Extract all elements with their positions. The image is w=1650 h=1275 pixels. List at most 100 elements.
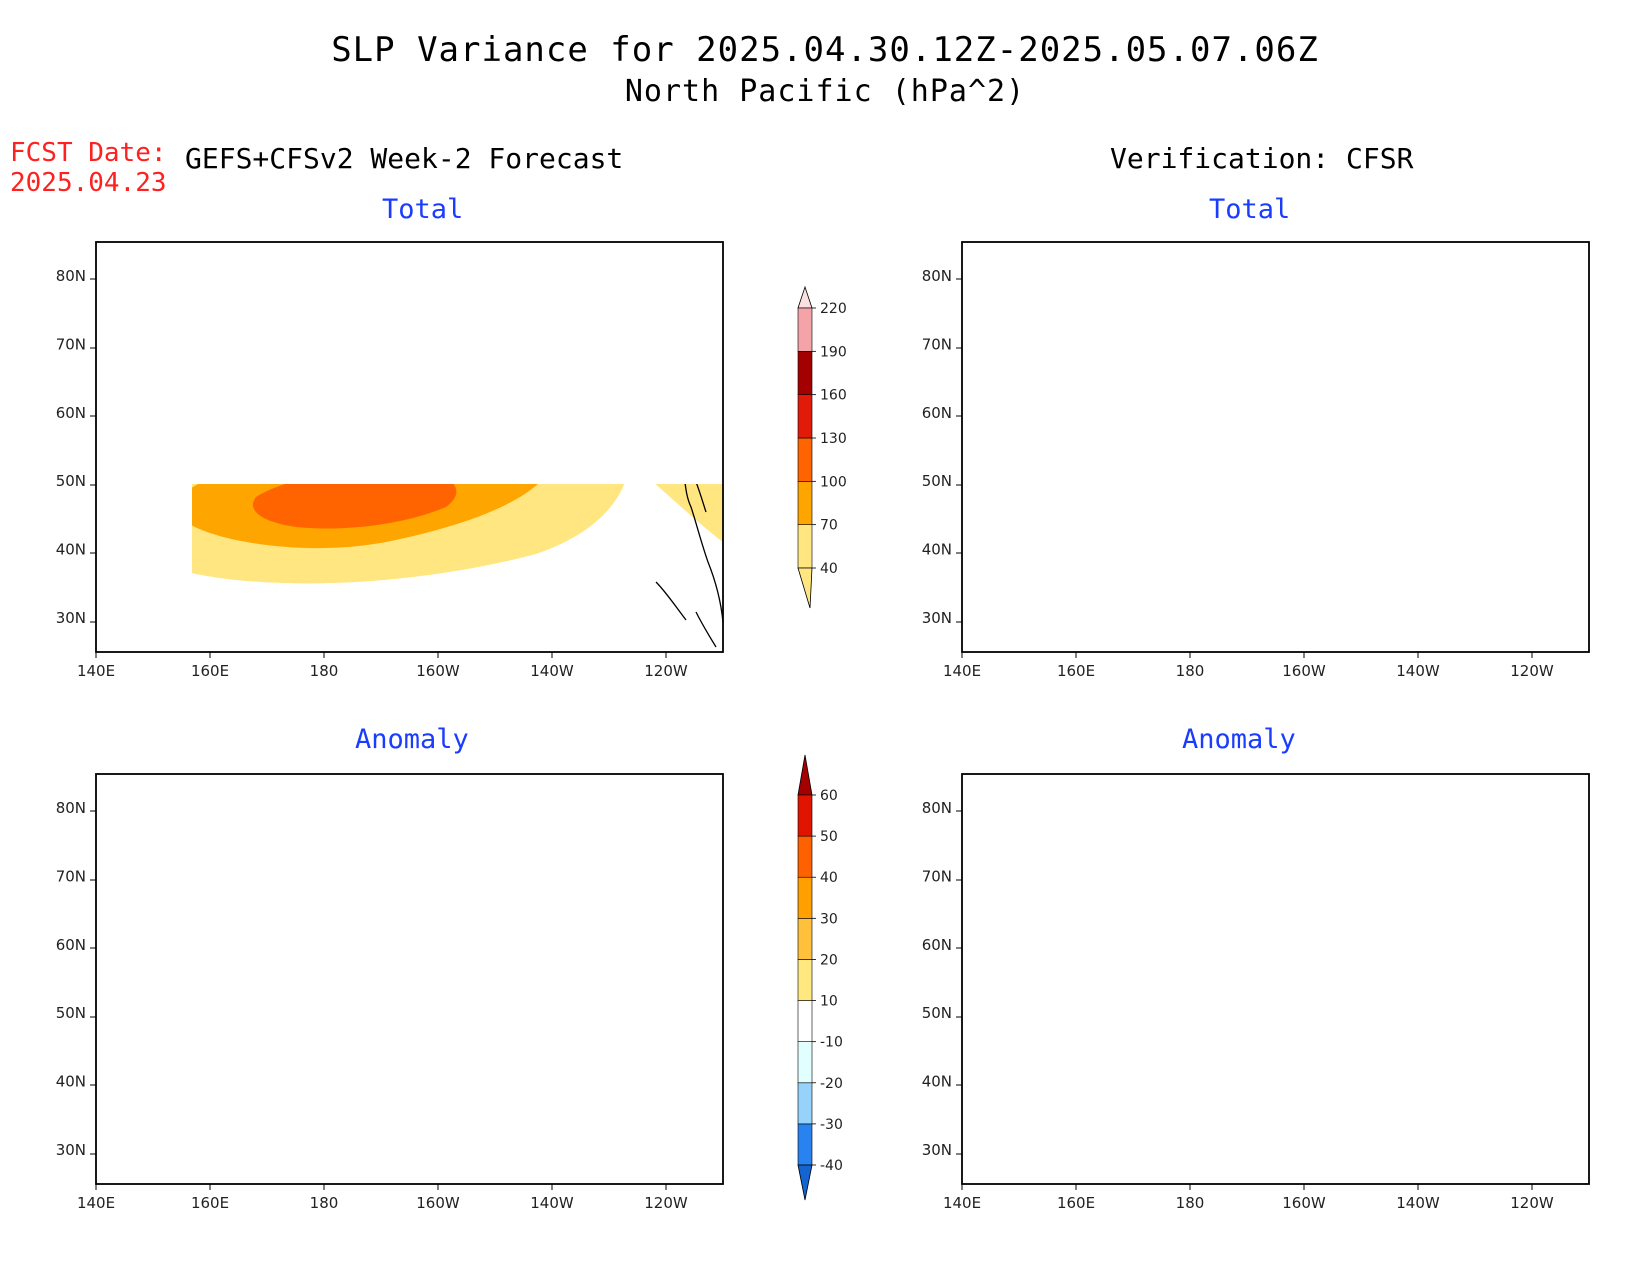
y-tick-label: 60N — [922, 404, 952, 422]
anomaly-colorbar-band — [797, 1123, 813, 1166]
figure-subtitle: North Pacific (hPa^2) — [624, 74, 1026, 109]
anomaly-colorbar-top-cap — [797, 754, 813, 796]
total-colorbar: 40 70 100 130 160 190 220 — [797, 285, 847, 609]
x-tick-label: 140W — [530, 662, 574, 680]
x-tick-label: 160E — [191, 1194, 229, 1212]
y-tick-label: 80N — [922, 267, 952, 285]
forecast-column-header: GEFS+CFSv2 Week-2 Forecast — [185, 142, 624, 175]
anomaly-colorbar-band — [797, 1000, 813, 1042]
anomaly-colorbar-label: 10 — [820, 994, 838, 1010]
forecast-total-map — [89, 241, 724, 659]
anomaly-colorbar-label: -20 — [820, 1076, 843, 1092]
x-tick-label: 160W — [416, 662, 460, 680]
total-colorbar-band — [797, 524, 813, 569]
y-tick-label: 30N — [922, 1141, 952, 1159]
y-tick-label: 60N — [56, 936, 86, 954]
anomaly-colorbar-band — [797, 835, 813, 878]
y-tick-label: 50N — [922, 472, 952, 490]
x-tick-label: 140E — [943, 1194, 981, 1212]
y-tick-label: 70N — [56, 336, 86, 354]
verification-anomaly-subtitle: Anomaly — [1182, 724, 1296, 755]
total-colorbar-label: 100 — [820, 474, 847, 490]
fcst-date-block: FCST Date: 2025.04.23 — [10, 138, 167, 198]
total-colorbar-label: 130 — [820, 431, 847, 447]
x-tick-label: 120W — [1510, 1194, 1554, 1212]
anomaly-colorbar-label: -10 — [820, 1035, 843, 1051]
verification-total-map — [955, 241, 1590, 659]
fcst-date-value: 2025.04.23 — [10, 168, 167, 198]
total-colorbar-band — [797, 307, 813, 352]
fcst-date-label: FCST Date: — [10, 138, 167, 168]
total-colorbar-top-cap — [797, 285, 813, 309]
y-tick-label: 70N — [922, 336, 952, 354]
total-colorbar-label: 40 — [820, 561, 838, 577]
total-colorbar-band — [797, 351, 813, 395]
y-tick-label: 40N — [56, 1073, 86, 1091]
total-colorbar-bottom-cap — [797, 567, 813, 609]
anomaly-colorbar-label: -40 — [820, 1158, 843, 1174]
x-tick-label: 140E — [943, 662, 981, 680]
anomaly-colorbar-band — [797, 876, 813, 919]
x-tick-label: 140W — [530, 1194, 574, 1212]
anomaly-colorbar-band — [797, 794, 813, 837]
x-tick-label: 160E — [1057, 1194, 1095, 1212]
x-tick-label: 160E — [191, 662, 229, 680]
y-tick-label: 40N — [922, 541, 952, 559]
y-tick-label: 40N — [922, 1073, 952, 1091]
forecast-anomaly-subtitle: Anomaly — [355, 724, 469, 755]
y-tick-label: 80N — [922, 799, 952, 817]
x-tick-label: 140W — [1396, 662, 1440, 680]
anomaly-colorbar: -40 -30 -20 -10 10 20 30 40 50 60 — [797, 754, 843, 1201]
verification-column-header: Verification: CFSR — [1110, 142, 1414, 175]
y-tick-label: 70N — [56, 868, 86, 886]
y-tick-label: 30N — [922, 609, 952, 627]
verification-anomaly-map — [955, 773, 1590, 1191]
anomaly-colorbar-band — [797, 1082, 813, 1125]
y-tick-label: 50N — [922, 1004, 952, 1022]
x-tick-label: 140W — [1396, 1194, 1440, 1212]
x-tick-label: 180 — [1176, 662, 1205, 680]
total-colorbar-label: 190 — [820, 344, 847, 360]
x-tick-label: 180 — [310, 1194, 339, 1212]
y-tick-label: 80N — [56, 799, 86, 817]
total-colorbar-band — [797, 437, 813, 482]
y-tick-label: 50N — [56, 1004, 86, 1022]
total-colorbar-band — [797, 394, 813, 439]
x-tick-label: 120W — [1510, 662, 1554, 680]
anomaly-colorbar-label: 20 — [820, 952, 838, 968]
total-colorbar-label: 70 — [820, 518, 838, 534]
verification-total-subtitle: Total — [1209, 194, 1291, 225]
total-colorbar-label: 220 — [820, 301, 847, 317]
y-tick-label: 60N — [922, 936, 952, 954]
x-tick-label: 140E — [77, 662, 115, 680]
anomaly-colorbar-band — [797, 959, 813, 1001]
anomaly-colorbar-label: 50 — [820, 829, 838, 845]
anomaly-colorbar-label: 40 — [820, 870, 838, 886]
x-tick-label: 140E — [77, 1194, 115, 1212]
total-colorbar-band — [797, 481, 813, 525]
anomaly-colorbar-band — [797, 1041, 813, 1084]
x-tick-label: 160W — [1282, 1194, 1326, 1212]
anomaly-colorbar-bottom-cap — [797, 1164, 813, 1201]
anomaly-colorbar-label: 30 — [820, 911, 838, 927]
forecast-anomaly-map — [89, 773, 724, 1191]
x-tick-label: 120W — [644, 662, 688, 680]
x-tick-label: 180 — [1176, 1194, 1205, 1212]
anomaly-colorbar-band — [797, 918, 813, 960]
x-tick-label: 160E — [1057, 662, 1095, 680]
figure-title: SLP Variance for 2025.04.30.12Z-2025.05.… — [331, 30, 1319, 70]
y-tick-label: 70N — [922, 868, 952, 886]
x-tick-label: 120W — [644, 1194, 688, 1212]
total-colorbar-label: 160 — [820, 388, 847, 404]
y-tick-label: 40N — [56, 541, 86, 559]
y-tick-label: 80N — [56, 267, 86, 285]
x-tick-label: 180 — [310, 662, 339, 680]
forecast-total-subtitle: Total — [382, 194, 464, 225]
y-tick-label: 30N — [56, 1141, 86, 1159]
y-tick-label: 60N — [56, 404, 86, 422]
y-tick-label: 30N — [56, 609, 86, 627]
x-tick-label: 160W — [416, 1194, 460, 1212]
anomaly-colorbar-label: -30 — [820, 1117, 843, 1133]
y-tick-label: 50N — [56, 472, 86, 490]
